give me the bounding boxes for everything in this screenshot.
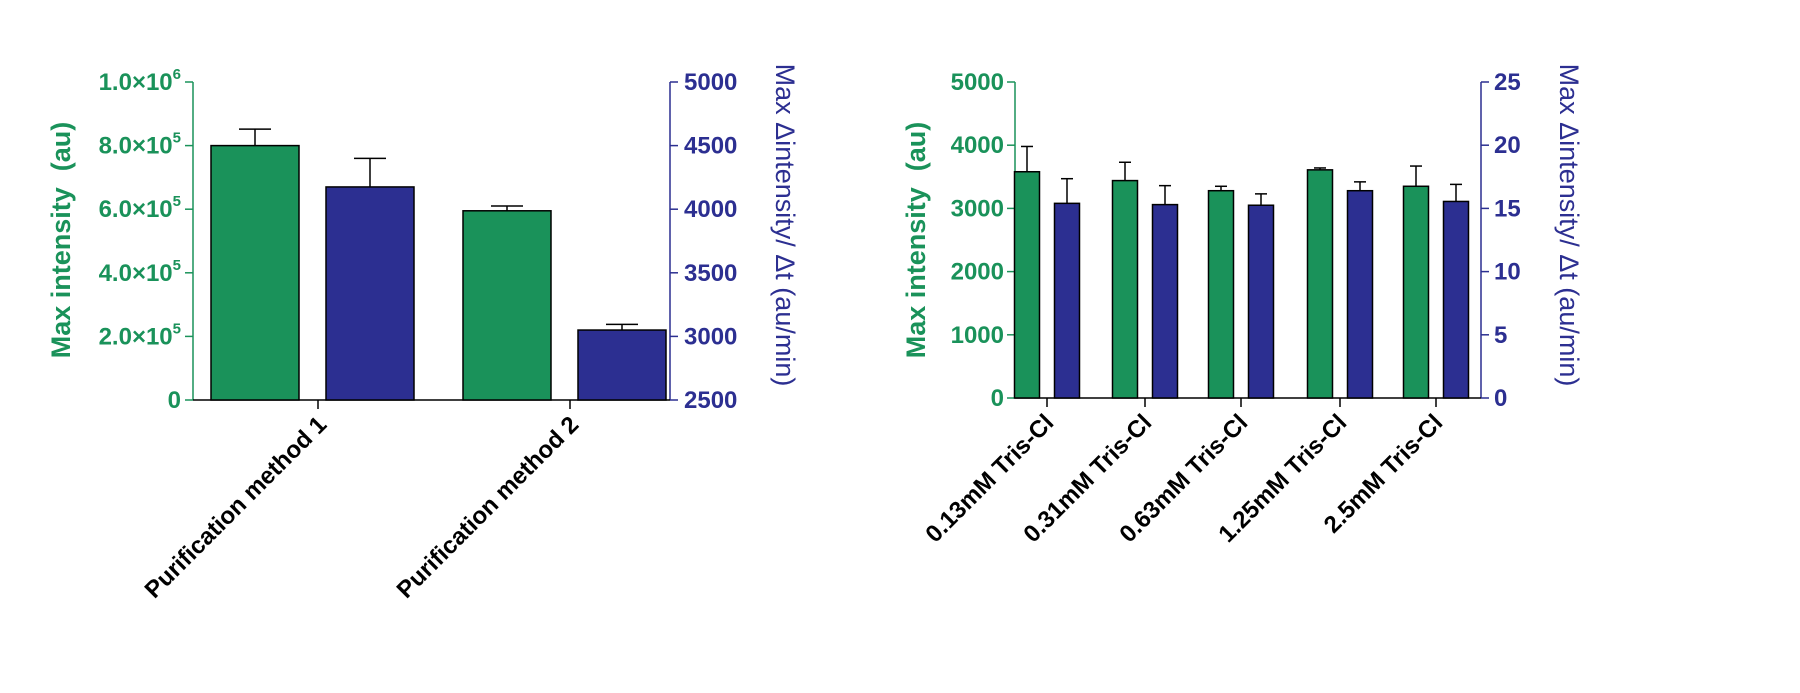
bar-max-delta-intensity	[1151, 203, 1179, 399]
left-tick-label: 3000	[951, 195, 1004, 222]
left-tick-label-main: 8.0×10	[99, 133, 173, 160]
left-tick-label: 6.0×105	[99, 193, 181, 223]
bar-max-intensity	[1111, 179, 1139, 399]
left-tick-label: 8.0×105	[99, 130, 181, 160]
left-tick-label-main: 1.0×10	[99, 69, 173, 96]
bar-max-intensity	[210, 144, 300, 401]
right-tick-label: 10	[1494, 259, 1521, 286]
right-tick-label: 5	[1494, 322, 1507, 349]
bar-max-delta-intensity	[1053, 202, 1081, 399]
left-tick-label-exponent: 5	[173, 193, 181, 210]
right-tick-label: 4500	[684, 133, 737, 160]
left-tick-label-main: 6.0×10	[99, 196, 173, 223]
right-tick-label: 20	[1494, 132, 1521, 159]
left-tick-label: 4000	[951, 132, 1004, 159]
left-tick-label: 5000	[951, 69, 1004, 96]
right-axis-title: Max Δintensity/ Δt (au/min)	[1554, 64, 1584, 387]
right-tick-label: 5000	[684, 69, 737, 96]
left-axis-title: Max intensity (au)	[46, 122, 76, 359]
right-tick-label: 3500	[684, 260, 737, 287]
category-label: Purification method 1	[140, 411, 333, 604]
left-axis-title-unit: (au)	[901, 122, 931, 172]
left-tick-label-exponent: 6	[173, 66, 181, 83]
left-axis-title-main: Max intensity	[901, 187, 931, 358]
left-tick-label: 2000	[951, 259, 1004, 286]
left-tick-label-main: 0	[991, 385, 1004, 412]
chart-panel-a: 02.0×1054.0×1056.0×1058.0×1051.0×1062500…	[46, 64, 800, 604]
bar-max-delta-intensity	[1442, 200, 1470, 399]
left-tick-label-main: 4.0×10	[99, 260, 173, 287]
chart-panel-b: 0 1000 2000 3000 4000 5000 0 5 10 15 20 25 Max inten…	[901, 64, 1584, 548]
right-tick-label: 2500	[684, 387, 737, 414]
left-tick-label: 1000	[951, 322, 1004, 349]
right-tick-label: 25	[1494, 69, 1521, 96]
left-tick-label: 0	[168, 387, 181, 414]
bar-max-delta-intensity	[1247, 204, 1275, 399]
right-tick-label: 0	[1494, 385, 1507, 412]
bar-max-intensity	[1207, 189, 1235, 399]
left-tick-label-main: 4000	[951, 132, 1004, 159]
left-tick-label: 1.0×106	[99, 66, 181, 96]
left-tick-label-main: 2000	[951, 259, 1004, 286]
left-tick-label-main: 3000	[951, 195, 1004, 222]
right-tick-label: 15	[1494, 195, 1521, 222]
right-axis-title: Max Δintensity/ Δt (au/min)	[770, 64, 800, 387]
left-tick-label-exponent: 5	[173, 130, 181, 147]
left-axis-title: Max intensity (au)	[901, 122, 931, 359]
left-tick-label-main: 5000	[951, 69, 1004, 96]
bar-max-delta-intensity	[325, 186, 415, 401]
left-axis-title-main: Max intensity	[46, 187, 76, 358]
left-tick-label-exponent: 5	[173, 257, 181, 274]
bar-max-intensity	[462, 210, 552, 401]
left-tick-label-main: 1000	[951, 322, 1004, 349]
left-tick-label-exponent: 5	[173, 320, 181, 337]
left-axis-title-unit: (au)	[46, 122, 76, 172]
left-tick-label-main: 2.0×10	[99, 323, 173, 350]
bar-max-intensity	[1013, 170, 1041, 399]
bar-max-intensity	[1306, 169, 1334, 399]
left-tick-label-main: 0	[168, 387, 181, 414]
left-tick-label: 4.0×105	[99, 257, 181, 287]
right-tick-label: 4000	[684, 196, 737, 223]
category-label: Purification method 2	[392, 411, 585, 604]
right-tick-label: 3000	[684, 323, 737, 350]
bar-max-delta-intensity	[577, 329, 667, 401]
bar-max-intensity	[1402, 185, 1430, 399]
left-tick-label: 2.0×105	[99, 320, 181, 350]
left-tick-label: 0	[991, 385, 1004, 412]
bar-max-delta-intensity	[1346, 189, 1374, 399]
